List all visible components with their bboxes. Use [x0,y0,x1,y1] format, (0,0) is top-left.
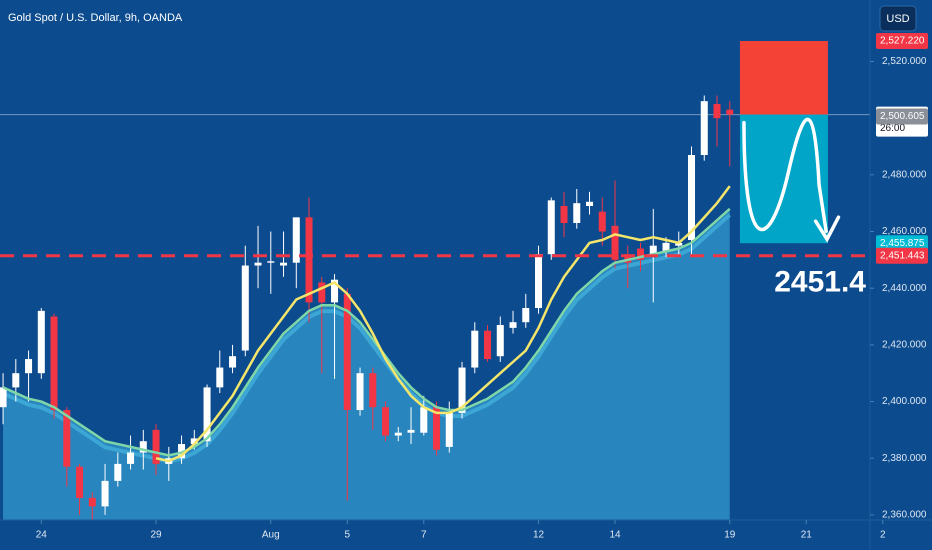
candle-body [624,254,632,263]
y-tick-label: 2,460.000 [882,226,927,237]
candle-body [0,387,7,408]
y-tick-label: 2,420.000 [882,340,927,351]
candle-body [433,407,441,450]
candle-body [535,254,543,309]
candle-body [458,367,466,413]
annotation: 2451.4 [774,266,866,299]
x-tick-label: 2 [880,530,886,541]
candle-body [662,242,670,252]
candle-body [369,373,377,408]
candle-body [445,412,453,447]
candle-body [318,282,326,303]
candle-body [484,330,492,360]
y-tick-label: 2,380.000 [882,453,927,464]
candle-body [241,265,249,351]
x-tick-label: 14 [609,530,621,541]
x-tick-label: 19 [724,530,736,541]
price-marker [876,247,928,264]
candle-body [50,316,58,411]
candle-body [586,201,594,207]
candle-body [331,279,339,303]
candle-body [127,452,135,464]
curve-arrow [742,117,828,233]
y-tick-label: 2,520.000 [882,56,927,67]
candle-body [496,325,504,357]
candle-body [522,308,530,323]
chart-title: Gold Spot / U.S. Dollar, 9h, OANDA [8,12,183,24]
x-tick-label: 12 [533,530,545,541]
arrow-head [813,215,841,243]
x-tick-label: 29 [150,530,162,541]
candle-body [382,407,390,436]
currency-label[interactable]: USD [886,13,909,25]
candle-body [611,225,619,260]
x-tick-label: 5 [345,530,351,541]
ma-line [2,207,731,457]
price-marker-label: 2,527.220 [880,36,925,47]
candle-body [76,466,84,498]
plot-area [0,41,870,520]
y-tick-label: 2,440.000 [882,283,927,294]
price-marker-label: 2,500.605 [880,111,925,122]
candle-body [649,245,657,255]
currency-button[interactable] [879,5,917,32]
price-marker [876,33,928,50]
candle-body [547,200,555,255]
candle-body [101,480,109,507]
candle-body [37,310,45,374]
candle-body [637,248,645,260]
x-tick-label: 21 [801,530,813,541]
candle-body [267,261,275,263]
candle-body [560,206,568,224]
stop-zone [739,41,828,115]
candle-body [420,407,428,433]
candle-body [216,367,224,388]
candle-body [25,359,33,374]
candle-body [190,438,198,445]
candle-body [688,155,696,241]
price-marker-label: 2,455.875 [880,238,925,249]
candle-body [726,109,734,115]
candle-body [178,444,186,459]
candle-body [88,497,96,507]
y-tick-label: 2,400.000 [882,396,927,407]
candle-body [203,387,211,442]
price-marker-label: 2,451.443 [880,250,925,261]
candle-body [139,441,147,453]
candle-body [152,429,160,464]
candle-body [573,203,581,224]
price-marker [876,108,928,125]
x-tick-label: 7 [421,530,427,541]
candle-body [700,101,708,156]
x-tick-label: 24 [36,530,48,541]
candle-body [394,432,402,436]
candle-body [509,322,517,328]
candle-body [63,410,71,467]
price-countdown: 26:00 [880,123,905,134]
axes: 2,360.000 2,380.000 2,400.000 2,420.000 2,44… [36,33,928,541]
candle-body [343,293,351,411]
candle-body [356,373,364,411]
candle-body [407,429,415,433]
candle-body [305,217,313,303]
candle-body [229,356,237,368]
candle-body [254,262,262,266]
ma-line [155,185,731,463]
price-marker [876,235,928,252]
y-tick-label: 2,480.000 [882,169,927,180]
candle-body [675,242,683,246]
candle-body [114,463,122,481]
ma-area-edge [2,213,732,464]
y-tick-label: 2,360.000 [882,510,927,521]
candle-body [12,373,20,388]
x-tick-label: Aug [262,530,280,541]
candle-body [471,330,479,368]
ma-area [3,208,730,520]
candle-body [598,211,606,232]
candle-body [292,217,300,263]
candle-body [280,262,288,266]
candle-body [713,104,721,119]
